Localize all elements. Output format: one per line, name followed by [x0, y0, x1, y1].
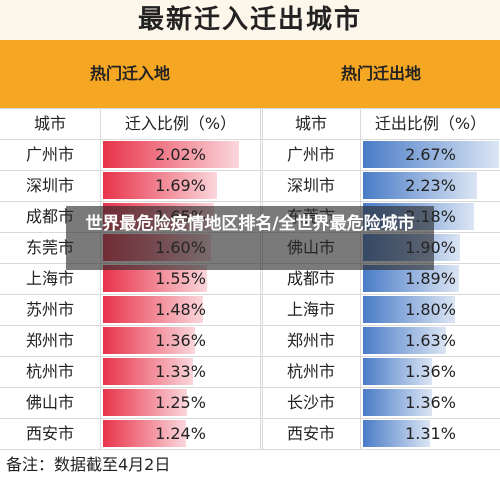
row-divider — [0, 356, 500, 357]
data-table: 城市迁入比例（%）广州市2.02%深圳市1.69%成都市1.65%东莞市1.60… — [0, 108, 500, 450]
value-label: 1.31% — [405, 424, 456, 443]
city-cell: 杭州市 — [25, 362, 74, 381]
data-bar — [103, 358, 193, 385]
data-bar — [103, 389, 187, 416]
row-divider — [0, 108, 500, 109]
city-cell: 成都市 — [25, 207, 74, 226]
data-bar — [363, 296, 455, 323]
value-label: 1.55% — [155, 269, 206, 288]
value-label: 1.24% — [155, 424, 206, 443]
city-cell: 上海市 — [286, 300, 335, 319]
value-label: 1.36% — [405, 362, 456, 381]
data-bar — [363, 172, 477, 199]
value-label: 1.89% — [405, 269, 456, 288]
column-divider — [360, 108, 361, 450]
data-bar — [103, 172, 217, 199]
city-cell: 长沙市 — [286, 393, 335, 412]
column-header-ratio: 迁入比例（%） — [124, 114, 237, 133]
data-bar — [103, 296, 203, 323]
value-label: 1.36% — [405, 393, 456, 412]
value-label: 1.80% — [405, 300, 456, 319]
value-label: 2.67% — [405, 145, 456, 164]
city-cell: 成都市 — [286, 269, 335, 288]
value-label: 1.33% — [155, 362, 206, 381]
city-cell: 杭州市 — [286, 362, 335, 381]
value-label: 1.25% — [155, 393, 206, 412]
row-divider — [0, 201, 500, 202]
column-header-ratio: 迁出比例（%） — [374, 114, 487, 133]
column-header-city: 城市 — [294, 114, 327, 133]
city-cell: 西安市 — [25, 424, 74, 443]
section-title-in: 热门迁入地 — [89, 64, 170, 83]
city-cell: 广州市 — [286, 145, 335, 164]
page-title: 最新迁入迁出城市 — [0, 0, 500, 40]
city-cell: 苏州市 — [25, 300, 74, 319]
column-divider — [100, 108, 101, 450]
data-bar — [103, 141, 239, 168]
row-divider — [0, 170, 500, 171]
city-cell: 郑州市 — [25, 331, 74, 350]
value-label: 1.63% — [405, 331, 456, 350]
data-bar — [363, 141, 499, 168]
row-divider — [0, 325, 500, 326]
city-cell: 深圳市 — [286, 176, 335, 195]
data-bar — [363, 420, 430, 447]
value-label: 1.69% — [155, 176, 206, 195]
footnote: 备注：数据截至4月2日 — [6, 455, 171, 474]
data-bar — [103, 420, 186, 447]
data-bar — [363, 327, 446, 354]
row-divider — [0, 449, 500, 450]
row-divider — [0, 418, 500, 419]
value-label: 1.36% — [155, 331, 206, 350]
column-header-city: 城市 — [33, 114, 66, 133]
city-cell: 西安市 — [286, 424, 335, 443]
data-bar — [363, 358, 432, 385]
city-cell: 佛山市 — [25, 393, 74, 412]
city-cell: 东莞市 — [25, 238, 74, 257]
value-label: 2.23% — [405, 176, 456, 195]
column-divider — [260, 108, 261, 450]
section-header-bar: 热门迁入地 热门迁出地 — [0, 40, 500, 108]
image-caption-overlay: 世界最危险疫情地区排名/全世界最危险城市 — [66, 206, 434, 270]
city-cell: 郑州市 — [286, 331, 335, 350]
data-bar — [363, 389, 432, 416]
city-cell: 广州市 — [25, 145, 74, 164]
section-title-out: 热门迁出地 — [340, 64, 421, 83]
value-label: 2.02% — [155, 145, 206, 164]
column-divider — [262, 108, 263, 450]
city-cell: 上海市 — [25, 269, 74, 288]
row-divider — [0, 387, 500, 388]
row-divider — [0, 139, 500, 140]
data-bar — [103, 327, 195, 354]
value-label: 1.48% — [155, 300, 206, 319]
city-cell: 深圳市 — [25, 176, 74, 195]
row-divider — [0, 294, 500, 295]
